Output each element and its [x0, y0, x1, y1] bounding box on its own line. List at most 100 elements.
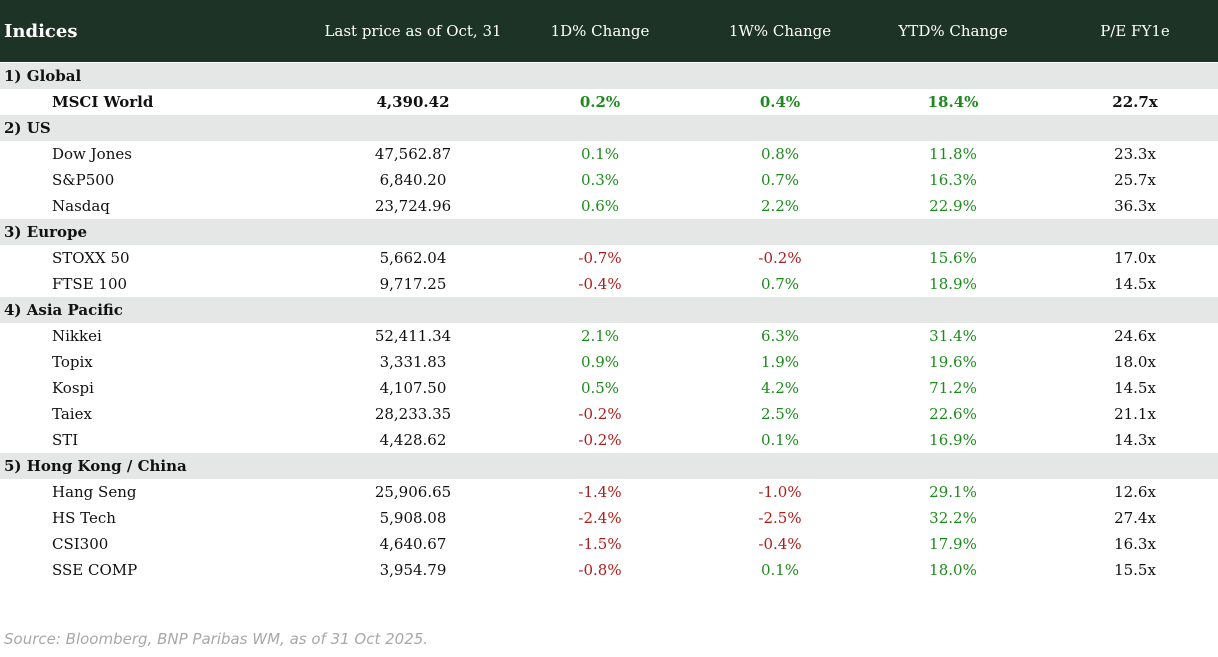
table-cell: 32.2%: [929, 509, 977, 527]
data-row: Hang Seng 25,906.65 -1.4% -1.0% 29.1% 12.6x: [0, 479, 1218, 505]
index-name: SSE COMP: [52, 561, 138, 579]
table-cell: 28,233.35: [374, 405, 452, 423]
index-name: STI: [52, 431, 79, 449]
data-row: CSI300 4,640.67 -1.5% -0.4% 17.9% 16.3x: [0, 531, 1218, 557]
table-cell: 4,428.62: [379, 431, 447, 449]
table-cell: 52,411.34: [374, 327, 452, 345]
table-cell: 2.2%: [760, 197, 800, 215]
table-cell: -1.4%: [578, 483, 622, 501]
table-cell: 12.6x: [1114, 483, 1156, 501]
table-cell: 17.0x: [1114, 249, 1156, 267]
section-title: 5) Hong Kong / China: [4, 457, 187, 475]
section-title: 4) Asia Pacific: [4, 301, 123, 319]
index-name: STOXX 50: [52, 249, 130, 267]
table-cell: 0.2%: [579, 93, 621, 111]
table-cell: 18.0x: [1114, 353, 1156, 371]
table-cell: 5,662.04: [379, 249, 447, 267]
table-cell: 3,331.83: [379, 353, 447, 371]
index-name: Kospi: [52, 379, 94, 397]
table-cell: 22.9%: [929, 197, 977, 215]
index-name: Nikkei: [52, 327, 102, 345]
table-cell: 71.2%: [929, 379, 977, 397]
data-row: MSCI World 4,390.42 0.2% 0.4% 18.4% 22.7x: [0, 89, 1218, 115]
section-title: 1) Global: [4, 67, 82, 85]
data-row: Nasdaq 23,724.96 0.6% 2.2% 22.9% 36.3x: [0, 193, 1218, 219]
table-cell: 2.1%: [580, 327, 620, 345]
column-header: Indices: [4, 20, 78, 42]
table-cell: -0.2%: [578, 431, 622, 449]
table-cell: 25.7x: [1114, 171, 1156, 189]
index-name: HS Tech: [52, 509, 116, 527]
table-cell: 0.7%: [760, 275, 800, 293]
index-name: MSCI World: [52, 93, 154, 111]
table-cell: 4.2%: [760, 379, 800, 397]
section-row: 2) US: [0, 115, 1218, 141]
table-cell: 25,906.65: [374, 483, 452, 501]
section-row: 3) Europe: [0, 219, 1218, 245]
table-cell: 19.6%: [929, 353, 977, 371]
table-cell: 11.8%: [929, 145, 977, 163]
table-cell: 6,840.20: [379, 171, 447, 189]
index-name: Dow Jones: [52, 145, 132, 163]
index-name: FTSE 100: [52, 275, 128, 293]
data-row: Topix 3,331.83 0.9% 1.9% 19.6% 18.0x: [0, 349, 1218, 375]
section-title: 2) US: [4, 119, 51, 137]
table-cell: 16.3x: [1114, 535, 1156, 553]
table-cell: 18.0%: [929, 561, 977, 579]
index-name: CSI300: [52, 535, 109, 553]
table-cell: 1.9%: [760, 353, 800, 371]
data-row: STI 4,428.62 -0.2% 0.1% 16.9% 14.3x: [0, 427, 1218, 453]
data-row: Nikkei 52,411.34 2.1% 6.3% 31.4% 24.6x: [0, 323, 1218, 349]
data-row: Dow Jones 47,562.87 0.1% 0.8% 11.8% 23.3x: [0, 141, 1218, 167]
section-row: 5) Hong Kong / China: [0, 453, 1218, 479]
table-cell: 0.9%: [580, 353, 620, 371]
table-cell: -0.2%: [578, 405, 622, 423]
data-row: HS Tech 5,908.08 -2.4% -2.5% 32.2% 27.4x: [0, 505, 1218, 531]
table-cell: 0.5%: [580, 379, 620, 397]
index-name: S&P500: [52, 171, 115, 189]
table-cell: 16.3%: [929, 171, 977, 189]
table-cell: 0.8%: [760, 145, 800, 163]
data-row: SSE COMP 3,954.79 -0.8% 0.1% 18.0% 15.5x: [0, 557, 1218, 583]
table-cell: 24.6x: [1114, 327, 1156, 345]
table-cell: -1.0%: [758, 483, 802, 501]
table-header: Indices Last price as of Oct, 31 1D% Chang…: [0, 0, 1218, 62]
table-cell: 15.6%: [929, 249, 977, 267]
table-cell: 23.3x: [1114, 145, 1156, 163]
column-header: YTD% Change: [898, 22, 1008, 40]
table-cell: 0.7%: [760, 171, 800, 189]
table-cell: 5,908.08: [379, 509, 447, 527]
table-cell: 23,724.96: [374, 197, 452, 215]
table-cell: 0.1%: [760, 431, 800, 449]
table-cell: 0.1%: [760, 561, 800, 579]
table-cell: 21.1x: [1114, 405, 1156, 423]
table-cell: 31.4%: [929, 327, 977, 345]
column-header: Last price as of Oct, 31: [324, 22, 502, 40]
table-cell: 2.5%: [760, 405, 800, 423]
table-cell: 18.9%: [929, 275, 977, 293]
table-cell: 15.5x: [1114, 561, 1156, 579]
table-cell: 6.3%: [760, 327, 800, 345]
data-row: FTSE 100 9,717.25 -0.4% 0.7% 18.9% 14.5x: [0, 271, 1218, 297]
table-cell: 17.9%: [929, 535, 977, 553]
table-cell: 3,954.79: [379, 561, 447, 579]
table-cell: 4,640.67: [379, 535, 447, 553]
table-cell: -0.2%: [758, 249, 802, 267]
table-cell: -2.5%: [758, 509, 802, 527]
data-row: Taiex 28,233.35 -0.2% 2.5% 22.6% 21.1x: [0, 401, 1218, 427]
source-note: Source: Bloomberg, BNP Paribas WM, as of…: [4, 630, 429, 648]
data-row: Kospi 4,107.50 0.5% 4.2% 71.2% 14.5x: [0, 375, 1218, 401]
column-header: 1D% Change: [550, 22, 650, 40]
table-cell: 14.5x: [1114, 275, 1156, 293]
table-cell: -2.4%: [578, 509, 622, 527]
table-cell: 4,107.50: [379, 379, 447, 397]
table-cell: 14.3x: [1114, 431, 1156, 449]
index-name: Hang Seng: [52, 483, 137, 501]
table-cell: -0.4%: [758, 535, 802, 553]
table-cell: -0.7%: [578, 249, 622, 267]
data-row: STOXX 50 5,662.04 -0.7% -0.2% 15.6% 17.0x: [0, 245, 1218, 271]
table-cell: 14.5x: [1114, 379, 1156, 397]
column-header: P/E FY1e: [1100, 22, 1170, 40]
data-row: S&P500 6,840.20 0.3% 0.7% 16.3% 25.7x: [0, 167, 1218, 193]
